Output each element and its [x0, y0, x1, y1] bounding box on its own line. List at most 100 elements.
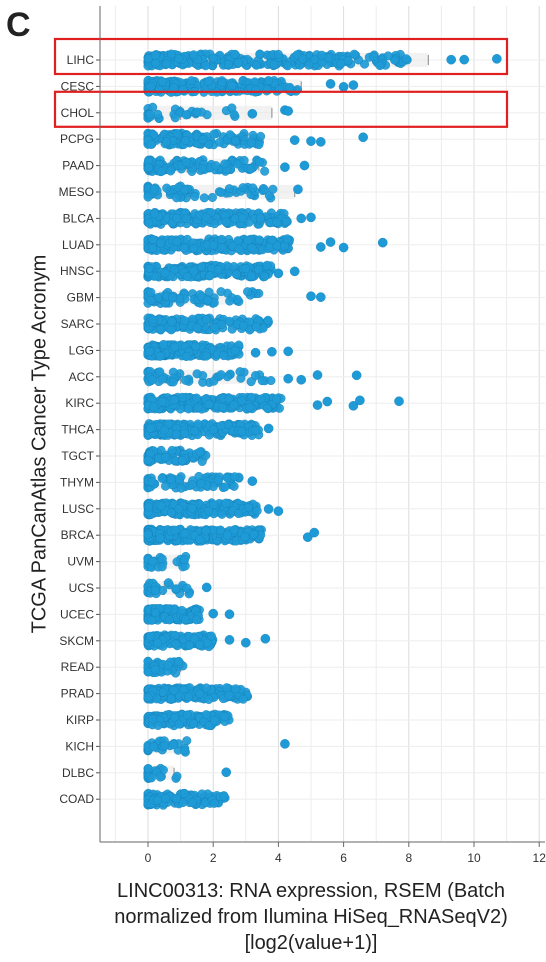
data-point — [180, 136, 190, 146]
data-point — [161, 481, 171, 491]
data-point — [184, 692, 194, 702]
data-point — [243, 287, 253, 297]
data-point — [156, 324, 166, 334]
data-point — [161, 793, 171, 803]
data-point — [222, 683, 232, 693]
data-point — [166, 166, 176, 176]
data-point — [180, 316, 190, 326]
data-point — [156, 501, 166, 511]
data-point — [281, 216, 291, 226]
x-tick-label: 2 — [210, 851, 217, 865]
data-point — [157, 473, 167, 483]
data-point — [179, 555, 189, 565]
data-point — [201, 526, 211, 536]
outlier-point — [315, 137, 326, 147]
data-point — [282, 234, 292, 244]
data-point — [217, 78, 227, 88]
data-point — [183, 404, 193, 414]
data-point — [205, 271, 215, 281]
data-point — [209, 376, 219, 386]
data-point — [192, 393, 202, 403]
data-point — [255, 49, 265, 59]
data-point — [150, 51, 160, 61]
data-point — [174, 54, 184, 64]
x-axis-title-line-3: [log2(value+1)] — [244, 932, 378, 954]
x-axis-title-line-1: LINC00313: RNA expression, RSEM (Batch — [117, 880, 505, 902]
outlier-point — [306, 291, 316, 301]
outlier-point — [289, 266, 300, 277]
data-point — [180, 746, 190, 756]
data-point — [375, 61, 385, 71]
data-point — [157, 397, 167, 407]
data-point — [256, 131, 266, 141]
data-point — [166, 474, 176, 484]
outlier-point — [338, 82, 349, 92]
x-tick-label: 6 — [340, 851, 347, 865]
data-point — [192, 323, 202, 333]
data-point — [145, 346, 155, 356]
y-tick-label: UCS — [69, 581, 94, 595]
data-point — [215, 525, 225, 535]
data-point — [152, 795, 162, 805]
data-point — [146, 81, 156, 91]
data-point — [151, 608, 161, 618]
x-axis-title: LINC00313: RNA expression, RSEM (Batch n… — [80, 878, 542, 956]
data-point — [204, 399, 214, 409]
data-point — [254, 264, 264, 274]
outlier-point — [322, 396, 333, 407]
data-point — [263, 315, 273, 325]
outlier-point — [250, 347, 261, 358]
data-point — [268, 184, 278, 194]
y-tick-label: PRAD — [61, 687, 95, 701]
x-tick-label: 8 — [405, 851, 412, 865]
data-point — [254, 157, 264, 167]
data-point — [234, 509, 244, 519]
data-point — [224, 316, 234, 326]
data-point — [161, 137, 171, 147]
outlier-point — [459, 54, 470, 65]
data-point — [252, 506, 262, 516]
data-point — [190, 192, 200, 202]
outlier-point — [351, 370, 362, 381]
y-tick-label: SKCM — [59, 634, 94, 648]
data-point — [189, 266, 199, 276]
outlier-point — [296, 213, 307, 224]
data-point — [192, 107, 202, 117]
data-point — [201, 61, 211, 71]
data-point — [234, 244, 244, 254]
data-point — [207, 192, 217, 202]
data-point — [217, 243, 227, 253]
outlier-point — [309, 527, 320, 538]
data-point — [166, 325, 176, 335]
data-point — [168, 377, 178, 387]
data-point — [238, 183, 248, 193]
y-tick-label: MESO — [59, 185, 94, 199]
data-point — [160, 741, 170, 751]
data-point — [221, 217, 231, 227]
y-tick-label: THYM — [60, 475, 94, 489]
data-point — [187, 479, 197, 489]
data-point — [189, 50, 199, 60]
data-point — [148, 243, 158, 253]
outlier-point — [358, 132, 368, 143]
y-tick-label: HNSC — [60, 264, 94, 278]
data-point — [220, 159, 230, 169]
data-point — [203, 295, 213, 305]
data-point — [146, 139, 156, 149]
data-point — [247, 243, 257, 253]
data-point — [179, 243, 189, 253]
data-point — [201, 710, 211, 720]
data-point — [259, 185, 269, 195]
data-point — [269, 60, 279, 70]
data-point — [201, 212, 211, 222]
data-point — [147, 375, 157, 385]
data-point — [156, 238, 166, 248]
data-point — [257, 376, 267, 386]
data-point — [145, 423, 155, 433]
data-point — [172, 193, 182, 203]
outlier-point — [283, 346, 293, 357]
data-point — [143, 455, 153, 465]
data-point — [247, 271, 257, 281]
outlier-point — [224, 635, 235, 645]
outlier-point — [492, 54, 502, 64]
